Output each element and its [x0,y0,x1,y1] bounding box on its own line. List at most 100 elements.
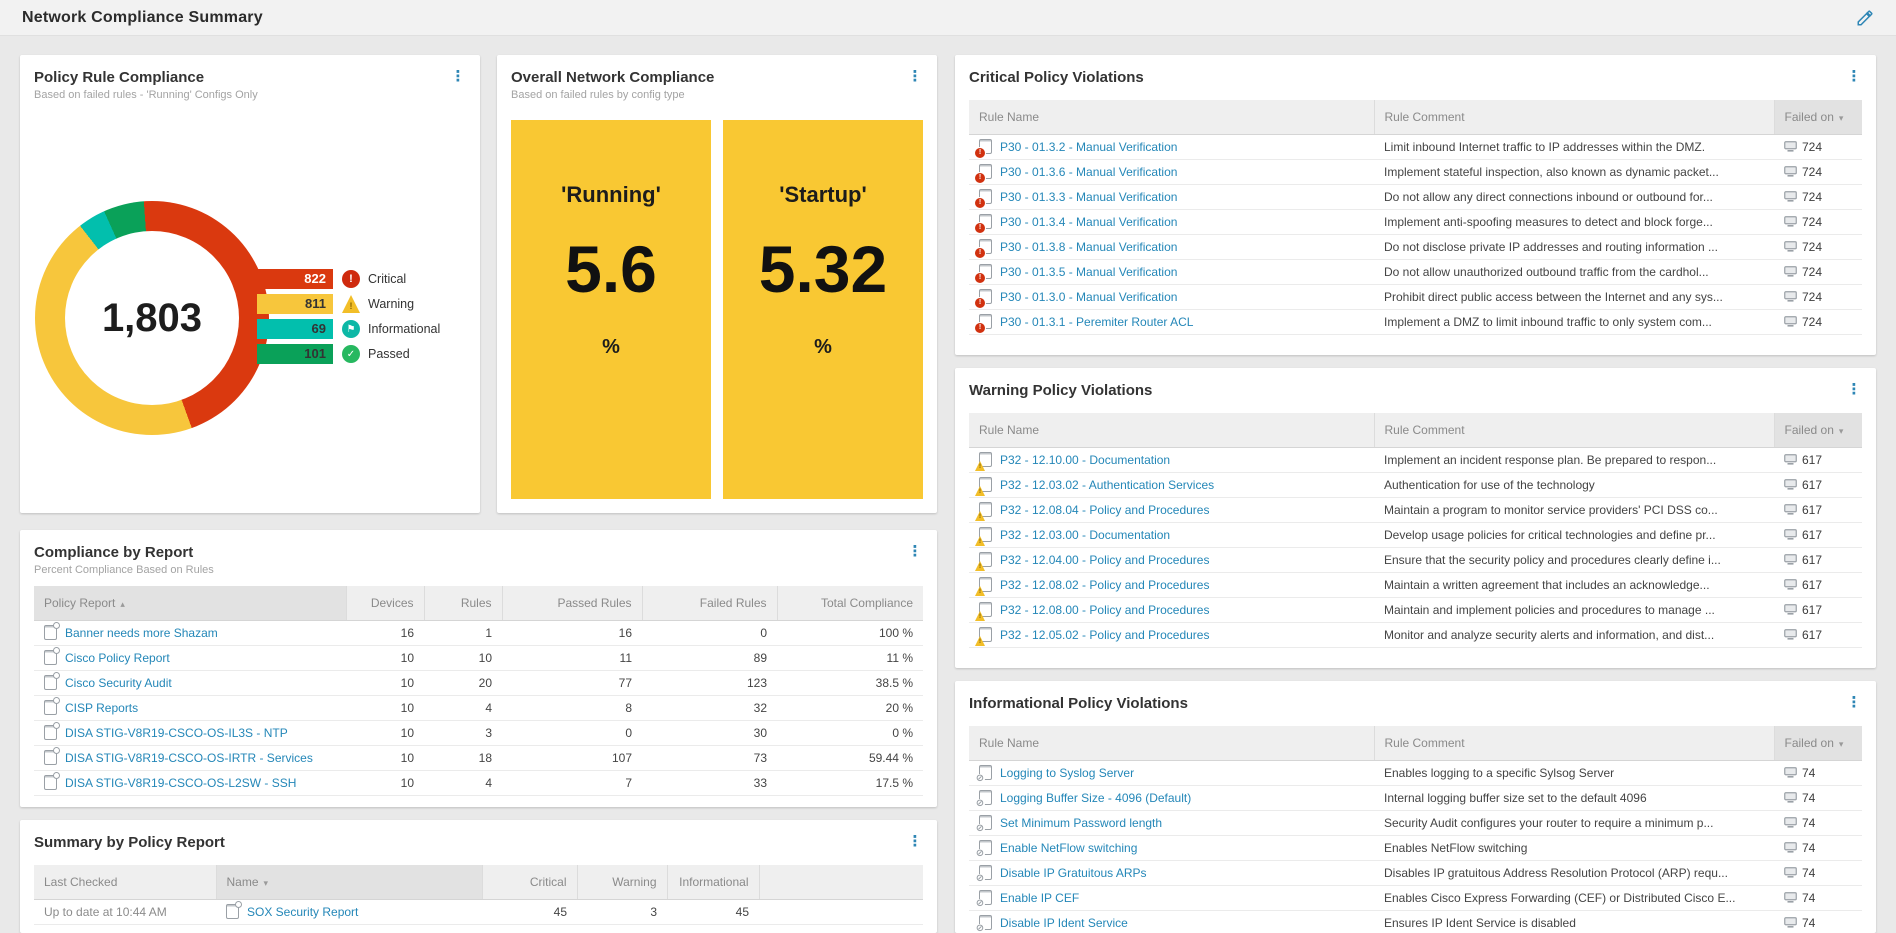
policy-report-link[interactable]: CISP Reports [65,701,138,715]
rule-name-link[interactable]: Disable IP Gratuitous ARPs [1000,866,1147,880]
column-header-rule-comment[interactable]: Rule Comment [1374,100,1774,134]
column-header-last-checked[interactable]: Last Checked [34,865,216,899]
rule-name-link[interactable]: P32 - 12.03.00 - Documentation [1000,528,1170,542]
policy-doc-icon [979,502,992,517]
last-checked-value: Up to date at 10:44 AM [34,899,216,924]
column-header-warning[interactable]: Warning [577,865,667,899]
rule-name-link[interactable]: Logging Buffer Size - 4096 (Default) [1000,791,1191,805]
column-header-devices[interactable]: Devices [346,586,424,620]
edit-dashboard-button[interactable] [1856,9,1874,27]
column-header-empty [759,865,923,899]
column-header-total-compliance[interactable]: Total Compliance [777,586,923,620]
table-row: DISA STIG-V8R19-CSCO-OS-IL3S - NTP 10 3 … [34,720,923,745]
rules-count: 4 [424,770,502,795]
rule-name-link[interactable]: P30 - 01.3.8 - Manual Verification [1000,240,1177,254]
panel-menu-button[interactable] [1846,695,1862,711]
rule-name-link[interactable]: P32 - 12.10.00 - Documentation [1000,453,1170,467]
panel-menu-button[interactable] [1846,382,1862,398]
panel-menu-button[interactable] [450,69,466,85]
report-doc-icon [44,750,57,765]
rule-comment: Develop usage policies for critical tech… [1374,522,1774,547]
column-header-rule-comment[interactable]: Rule Comment [1374,726,1774,760]
policy-report-link[interactable]: Cisco Security Audit [65,676,172,690]
table-row: DISA STIG-V8R19-CSCO-OS-IRTR - Services … [34,745,923,770]
column-header-failed-on[interactable]: Failed on [1774,413,1862,447]
policy-doc-icon [979,765,992,780]
policy-doc-icon [979,577,992,592]
card-label: 'Running' [561,182,661,208]
column-header-passed-rules[interactable]: Passed Rules [502,586,642,620]
panel-menu-button[interactable] [907,544,923,560]
column-header-policy-report[interactable]: Policy Report [34,586,346,620]
report-doc-icon [44,725,57,740]
policy-report-link[interactable]: Cisco Policy Report [65,651,170,665]
report-doc-icon [44,675,57,690]
panel-summary-by-policy-report: Summary by Policy Report Last Checked Na… [20,820,937,933]
rule-name-link[interactable]: Disable IP Ident Service [1000,916,1128,930]
panel-menu-button[interactable] [1846,69,1862,85]
failed-on-count: 74 [1802,791,1815,805]
critical-count: 45 [482,899,577,924]
panel-menu-button[interactable] [907,834,923,850]
policy-report-link[interactable]: DISA STIG-V8R19-CSCO-OS-L2SW - SSH [65,776,296,790]
device-monitor-icon [1784,166,1797,177]
rule-name-link[interactable]: Set Minimum Password length [1000,816,1162,830]
passed-rules-count: 11 [502,645,642,670]
table-row: P30 - 01.3.0 - Manual Verification Prohi… [969,284,1862,309]
rule-name-link[interactable]: P32 - 12.08.00 - Policy and Procedures [1000,603,1209,617]
device-monitor-icon [1784,191,1797,202]
passed-rules-count: 8 [502,695,642,720]
column-header-failed-rules[interactable]: Failed Rules [642,586,777,620]
column-header-rule-name[interactable]: Rule Name [969,413,1374,447]
column-header-rule-name[interactable]: Rule Name [969,726,1374,760]
rule-name-link[interactable]: P32 - 12.05.02 - Policy and Procedures [1000,628,1209,642]
devices-count: 10 [346,745,424,770]
policy-report-link[interactable]: Banner needs more Shazam [65,626,218,640]
legend-item: 811 Warning [257,294,440,314]
column-header-rule-name[interactable]: Rule Name [969,100,1374,134]
rule-comment: Security Audit configures your router to… [1374,810,1774,835]
policy-report-link[interactable]: DISA STIG-V8R19-CSCO-OS-IL3S - NTP [65,726,288,740]
passed-rules-count: 0 [502,720,642,745]
failed-on-count: 617 [1802,478,1822,492]
rule-name-link[interactable]: P32 - 12.08.02 - Policy and Procedures [1000,578,1209,592]
informational-violations-table: Rule Name Rule Comment Failed on Logging… [969,726,1862,933]
table-row: Up to date at 10:44 AM SOX Security Repo… [34,899,923,924]
failed-on-count: 724 [1802,140,1822,154]
rule-name-link[interactable]: P30 - 01.3.2 - Manual Verification [1000,140,1177,154]
total-compliance-value: 100 % [777,620,923,645]
column-header-rule-comment[interactable]: Rule Comment [1374,413,1774,447]
rule-name-link[interactable]: P30 - 01.3.6 - Manual Verification [1000,165,1177,179]
panel-title: Warning Policy Violations [969,382,1152,399]
column-header-rules[interactable]: Rules [424,586,502,620]
column-header-critical[interactable]: Critical [482,865,577,899]
device-monitor-icon [1784,291,1797,302]
rule-name-link[interactable]: P30 - 01.3.0 - Manual Verification [1000,290,1177,304]
card-unit: % [602,336,620,359]
compliance-by-report-table: Policy Report Devices Rules Passed Rules… [34,586,923,796]
policy-report-link[interactable]: SOX Security Report [247,905,358,919]
column-header-failed-on[interactable]: Failed on [1774,100,1862,134]
rule-name-link[interactable]: P30 - 01.3.3 - Manual Verification [1000,190,1177,204]
legend-label: Critical [368,272,406,286]
column-header-informational[interactable]: Informational [667,865,759,899]
rule-name-link[interactable]: P30 - 01.3.4 - Manual Verification [1000,215,1177,229]
rule-name-link[interactable]: Logging to Syslog Server [1000,766,1134,780]
rule-name-link[interactable]: P30 - 01.3.5 - Manual Verification [1000,265,1177,279]
failed-on-count: 617 [1802,578,1822,592]
table-row: CISP Reports 10 4 8 32 20 % [34,695,923,720]
legend-label: Passed [368,347,410,361]
policy-report-link[interactable]: DISA STIG-V8R19-CSCO-OS-IRTR - Services [65,751,313,765]
rule-name-link[interactable]: P30 - 01.3.1 - Peremiter Router ACL [1000,315,1193,329]
rule-name-link[interactable]: Enable NetFlow switching [1000,841,1137,855]
rule-name-link[interactable]: P32 - 12.04.00 - Policy and Procedures [1000,553,1209,567]
rule-name-link[interactable]: Enable IP CEF [1000,891,1079,905]
card-unit: % [814,336,832,359]
rule-name-link[interactable]: P32 - 12.03.02 - Authentication Services [1000,478,1214,492]
column-header-name[interactable]: Name [216,865,482,899]
rules-count: 3 [424,720,502,745]
panel-menu-button[interactable] [907,69,923,85]
page-title: Network Compliance Summary [22,9,263,27]
column-header-failed-on[interactable]: Failed on [1774,726,1862,760]
rule-name-link[interactable]: P32 - 12.08.04 - Policy and Procedures [1000,503,1209,517]
